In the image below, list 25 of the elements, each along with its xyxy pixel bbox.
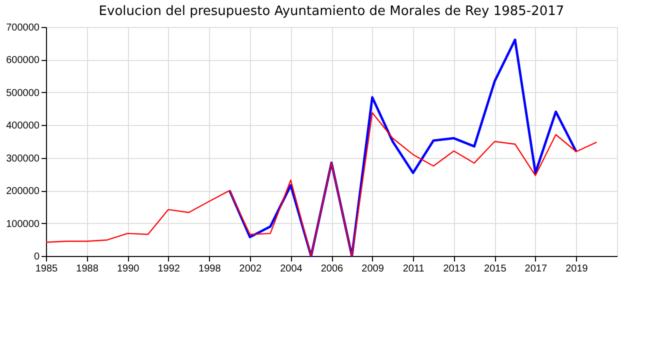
x-tick-label: 2017 [524,264,548,274]
x-tick-label: 1998 [198,264,222,274]
y-tick-label: 300000 [6,153,40,164]
x-tick-label: 2004 [280,264,303,274]
x-tick-label: 2015 [484,264,507,274]
x-tick-label: 2002 [239,264,262,274]
y-tick-label: 100000 [6,218,40,230]
y-tick-label: 200000 [6,186,40,198]
x-tick-label: 1988 [76,264,99,274]
x-tick-label: 2011 [402,264,425,274]
x-tick-label: 2009 [362,264,384,274]
y-tick-label: 400000 [6,120,40,132]
line-series [228,38,578,258]
y-tick-label: 600000 [6,55,40,66]
x-tick-label: 2006 [320,264,344,274]
y-tick-label: 500000 [6,88,40,99]
x-tick-label: 2019 [566,264,588,274]
x-tick-label: 1992 [158,264,180,274]
x-tick-label: 2013 [443,264,466,274]
y-tick-label: 0 [34,252,40,262]
x-tick-label: 1985 [35,264,58,274]
y-tick-label: 700000 [6,22,40,34]
chart-title: Evolucion del presupuesto Ayuntamiento de Morales de Rey 1985-2017 [98,4,564,19]
x-tick-label: 1990 [116,264,140,274]
line-series [45,112,598,257]
